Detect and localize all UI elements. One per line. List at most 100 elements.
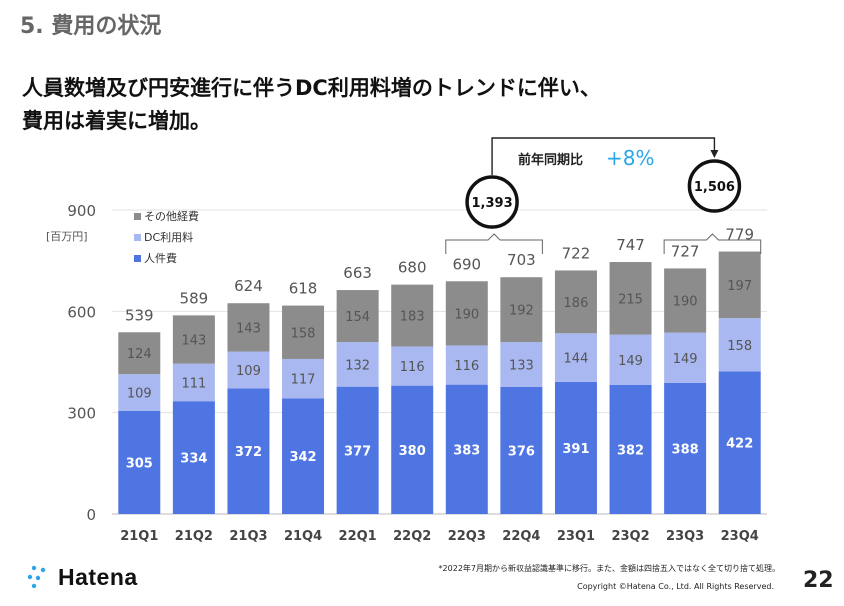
segment-value-label: 149 — [618, 354, 643, 369]
hatena-logo: Hatena — [26, 561, 138, 593]
segment-value-label: 116 — [454, 359, 479, 374]
segment-value-label: 383 — [453, 443, 480, 458]
chart-gridlines — [112, 209, 767, 515]
bar-total-label: 727 — [671, 242, 700, 260]
bar-segment — [172, 401, 215, 514]
bar-segment — [718, 371, 761, 514]
segment-value-label: 116 — [400, 360, 425, 375]
headline-line-1: 人員数増及び円安進行に伴うDC利用料増のトレンドに伴い、 — [22, 76, 601, 100]
legend-swatch — [134, 255, 141, 262]
legend-label: 人件費 — [144, 251, 177, 265]
y-tick-label: 0 — [86, 506, 96, 524]
group-total-right: 1,506 — [694, 180, 735, 195]
x-tick-label: 21Q3 — [229, 529, 267, 544]
bar-segment — [554, 381, 597, 514]
segment-value-label: 342 — [289, 450, 316, 465]
x-tick-label: 22Q1 — [339, 529, 377, 544]
group-total-circle-left — [465, 175, 519, 229]
bar-segment — [500, 277, 543, 343]
y-tick-label: 600 — [67, 303, 96, 321]
bar-total-label: 589 — [180, 289, 209, 307]
bar-segment — [227, 303, 270, 352]
segment-value-label: 109 — [127, 387, 152, 402]
segment-value-label: 376 — [508, 444, 535, 459]
group-bracket — [663, 233, 762, 254]
x-tick-label: 22Q2 — [393, 529, 431, 544]
legend-label: DC利用料 — [144, 230, 193, 244]
segment-value-label: 143 — [236, 321, 261, 336]
segment-value-label: 183 — [400, 310, 425, 325]
bar-segment — [391, 385, 434, 514]
bar-segment — [118, 332, 161, 375]
legend-swatch — [134, 213, 141, 220]
x-tick-label: 23Q4 — [721, 529, 759, 544]
x-tick-label: 22Q3 — [448, 529, 486, 544]
bar-segment — [609, 334, 652, 385]
section-title: 5. 費用の状況 — [20, 14, 162, 39]
group-bracket — [445, 233, 543, 254]
segment-value-label: 334 — [180, 452, 207, 467]
yoy-label: 前年同期比 — [518, 152, 583, 168]
segment-value-label: 149 — [673, 352, 698, 367]
segment-value-label: 190 — [673, 295, 698, 310]
bar-total-label: 779 — [725, 226, 754, 244]
x-tick-label: 21Q1 — [120, 529, 158, 544]
bar-segment — [445, 345, 488, 385]
headline-line-2: 費用は着実に増加。 — [22, 109, 211, 133]
group-total-left: 1,393 — [472, 196, 513, 211]
segment-value-label: 305 — [126, 456, 153, 471]
yoy-value: +8% — [606, 146, 655, 170]
x-axis: 21Q1 21Q2 21Q3 21Q4 22Q1 22Q2 22Q3 22Q4 23Q1 23Q2… — [120, 529, 759, 544]
page-number: 22 — [803, 568, 834, 593]
footnote: *2022年7月期から新収益認識基準に移行。また、金額は四捨五入ではなく全て切り… — [438, 564, 780, 573]
bar-segment — [227, 388, 270, 514]
x-tick-label: 22Q4 — [502, 529, 540, 544]
x-tick-label: 21Q2 — [175, 529, 213, 544]
logo-text: Hatena — [58, 563, 138, 590]
headline: 人員数増及び円安進行に伴うDC利用料増のトレンドに伴い、 費用は着実に増加。 — [22, 72, 601, 138]
segment-value-label: 382 — [617, 443, 644, 458]
legend-swatch — [134, 234, 141, 241]
segment-value-label: 215 — [618, 292, 643, 307]
chart-bars: 305 109 124 539 334 111 143 589 372 109 143 624 342 1… — [118, 226, 761, 514]
segment-value-label: 133 — [509, 359, 534, 374]
bar-segment — [336, 290, 379, 343]
segment-value-label: 154 — [345, 310, 370, 325]
bar-total-label: 680 — [398, 259, 427, 277]
copyright: Copyright ©Hatena Co., Ltd. All Rights R… — [577, 582, 774, 591]
segment-value-label: 192 — [509, 304, 534, 319]
yoy-arrow-head — [710, 150, 719, 158]
group-total-circle-right — [687, 159, 742, 213]
bar-segment — [118, 374, 161, 411]
bar-segment — [282, 358, 325, 399]
segment-value-label: 391 — [562, 442, 589, 457]
bar-total-label: 663 — [343, 264, 372, 282]
segment-value-label: 380 — [399, 444, 426, 459]
bar-total-label: 747 — [616, 236, 645, 254]
x-tick-label: 23Q1 — [557, 529, 595, 544]
segment-value-label: 144 — [564, 352, 589, 367]
bar-segment — [554, 333, 597, 382]
legend-label: その他経費 — [144, 209, 199, 223]
bar-total-label: 618 — [289, 280, 318, 298]
bar-segment — [227, 351, 270, 389]
bar-total-label: 703 — [507, 251, 536, 269]
bar-segment — [664, 382, 707, 514]
bar-segment — [391, 346, 434, 386]
y-tick-label: 900 — [67, 202, 96, 220]
bar-segment — [500, 342, 543, 387]
x-tick-label: 21Q4 — [284, 529, 322, 544]
bar-segment — [609, 384, 652, 514]
bar-segment — [554, 270, 597, 334]
y-tick-label: 300 — [67, 405, 96, 423]
segment-value-label: 109 — [236, 364, 261, 379]
bar-total-label: 722 — [562, 244, 591, 262]
bar-total-label: 690 — [452, 255, 481, 273]
segment-value-label: 388 — [672, 442, 699, 457]
y-axis-unit: [百万円] — [46, 230, 88, 243]
bar-total-label: 624 — [234, 277, 263, 295]
segment-value-label: 377 — [344, 444, 371, 459]
bar-segment — [336, 386, 379, 514]
segment-value-label: 124 — [127, 347, 152, 362]
